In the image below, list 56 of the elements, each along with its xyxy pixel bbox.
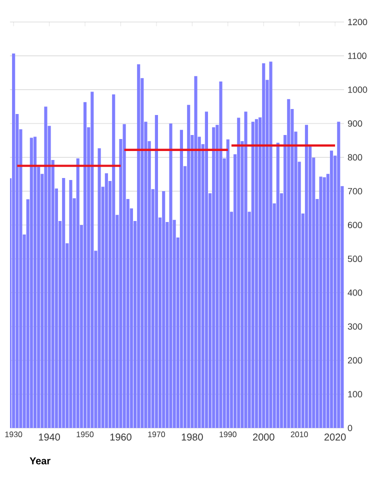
- bar: [304, 124, 308, 428]
- bar: [112, 94, 116, 428]
- bar: [254, 119, 258, 428]
- x-tick-label: 1940: [38, 434, 60, 441]
- bar: [251, 122, 254, 428]
- bar: [180, 130, 183, 428]
- bar: [137, 64, 140, 428]
- bar: [194, 76, 198, 428]
- bar: [12, 53, 16, 428]
- x-tick-label: 1960: [110, 434, 132, 441]
- bar: [212, 127, 216, 428]
- y-tick-label: 0: [348, 424, 352, 432]
- x-tick-label: 1980: [182, 434, 203, 441]
- bar: [187, 104, 190, 428]
- bar: [98, 148, 101, 428]
- bar: [30, 138, 33, 428]
- x-tick-label: 2020: [324, 434, 346, 441]
- x-axis-title: Year: [30, 457, 50, 464]
- y-tick-label: 700: [348, 188, 362, 194]
- bar: [122, 124, 126, 428]
- bar: [337, 122, 340, 428]
- y-tick-label: 500: [348, 256, 362, 262]
- bar: [262, 63, 266, 428]
- bar: [319, 176, 322, 428]
- bar: [154, 115, 158, 428]
- y-tick-label: 300: [348, 323, 362, 330]
- y-tick-label: 800: [348, 154, 362, 161]
- y-tick-label: 1100: [348, 52, 366, 60]
- bar: [226, 139, 230, 428]
- bar: [237, 118, 240, 428]
- y-tick-label: 200: [348, 357, 362, 364]
- bar: [204, 112, 208, 428]
- bar: [104, 173, 108, 428]
- bar: [83, 102, 87, 428]
- bar: [69, 180, 72, 428]
- bar: [322, 177, 326, 428]
- bar: [33, 136, 37, 428]
- bar: [276, 142, 280, 428]
- bar: [62, 178, 66, 428]
- bar: [90, 92, 94, 428]
- x-tick-label: 2000: [253, 434, 274, 441]
- bar: [76, 158, 80, 428]
- y-tick-label: 1200: [348, 18, 368, 26]
- y-tick-label: 1000: [348, 86, 368, 93]
- bar: [169, 123, 172, 428]
- y-tick-label: 100: [348, 390, 362, 398]
- bar: [219, 82, 222, 428]
- bar: [44, 106, 48, 428]
- bar: [269, 62, 272, 428]
- bar: [162, 191, 166, 428]
- y-tick-label: 400: [348, 289, 362, 296]
- bar: [287, 99, 290, 428]
- bar: [330, 150, 334, 428]
- bar: [244, 112, 248, 428]
- y-tick-label: 900: [348, 120, 362, 127]
- y-tick-label: 600: [348, 222, 362, 228]
